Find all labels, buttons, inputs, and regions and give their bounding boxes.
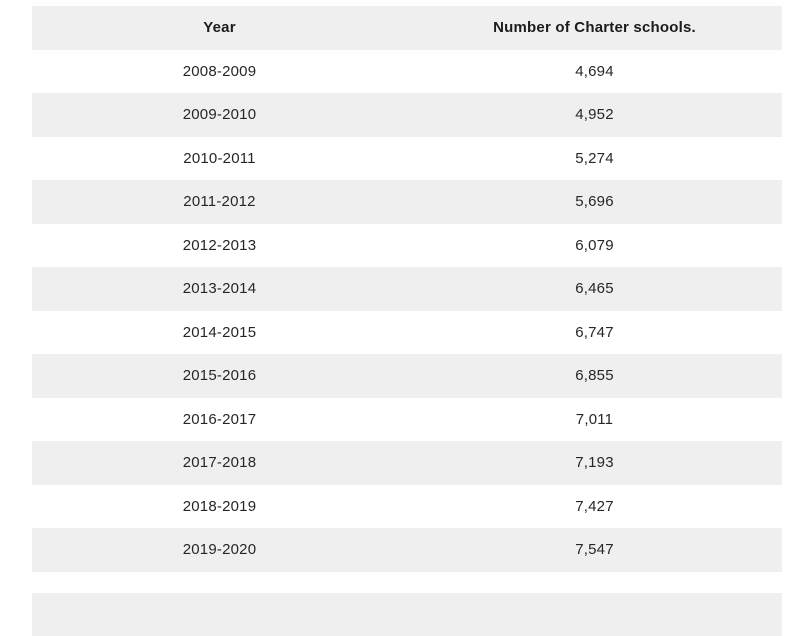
year-cell: 2012-2013 bbox=[32, 224, 407, 268]
empty-cell bbox=[407, 572, 782, 593]
year-cell: 2011-2012 bbox=[32, 180, 407, 224]
count-cell: 6,079 bbox=[407, 224, 782, 268]
count-cell: 6,465 bbox=[407, 267, 782, 311]
empty-cell bbox=[32, 593, 407, 636]
year-cell: 2015-2016 bbox=[32, 354, 407, 398]
year-cell: 2013-2014 bbox=[32, 267, 407, 311]
column-header-charter-schools: Number of Charter schools. bbox=[407, 6, 782, 50]
year-cell: 2014-2015 bbox=[32, 311, 407, 355]
empty-table-row bbox=[32, 572, 782, 593]
year-cell: 2018-2019 bbox=[32, 485, 407, 529]
count-cell: 6,747 bbox=[407, 311, 782, 355]
year-cell: 2017-2018 bbox=[32, 441, 407, 485]
charter-schools-table: Year Number of Charter schools. 2008-200… bbox=[32, 6, 782, 636]
table-head: Year Number of Charter schools. bbox=[32, 6, 782, 50]
count-cell: 7,011 bbox=[407, 398, 782, 442]
year-cell: 2009-2010 bbox=[32, 93, 407, 137]
count-cell: 4,952 bbox=[407, 93, 782, 137]
charter-schools-table-container: Year Number of Charter schools. 2008-200… bbox=[32, 6, 782, 636]
count-cell: 4,694 bbox=[407, 50, 782, 94]
count-cell: 6,855 bbox=[407, 354, 782, 398]
count-cell: 7,427 bbox=[407, 485, 782, 529]
year-cell: 2010-2011 bbox=[32, 137, 407, 181]
table-header-row: Year Number of Charter schools. bbox=[32, 6, 782, 50]
count-cell: 5,696 bbox=[407, 180, 782, 224]
year-cell: 2008-2009 bbox=[32, 50, 407, 94]
empty-cell bbox=[32, 572, 407, 593]
empty-table-row bbox=[32, 593, 782, 636]
empty-cell bbox=[407, 593, 782, 636]
count-cell: 7,193 bbox=[407, 441, 782, 485]
count-cell: 7,547 bbox=[407, 528, 782, 572]
year-cell: 2019-2020 bbox=[32, 528, 407, 572]
column-header-year: Year bbox=[32, 6, 407, 50]
count-cell: 5,274 bbox=[407, 137, 782, 181]
year-cell: 2016-2017 bbox=[32, 398, 407, 442]
